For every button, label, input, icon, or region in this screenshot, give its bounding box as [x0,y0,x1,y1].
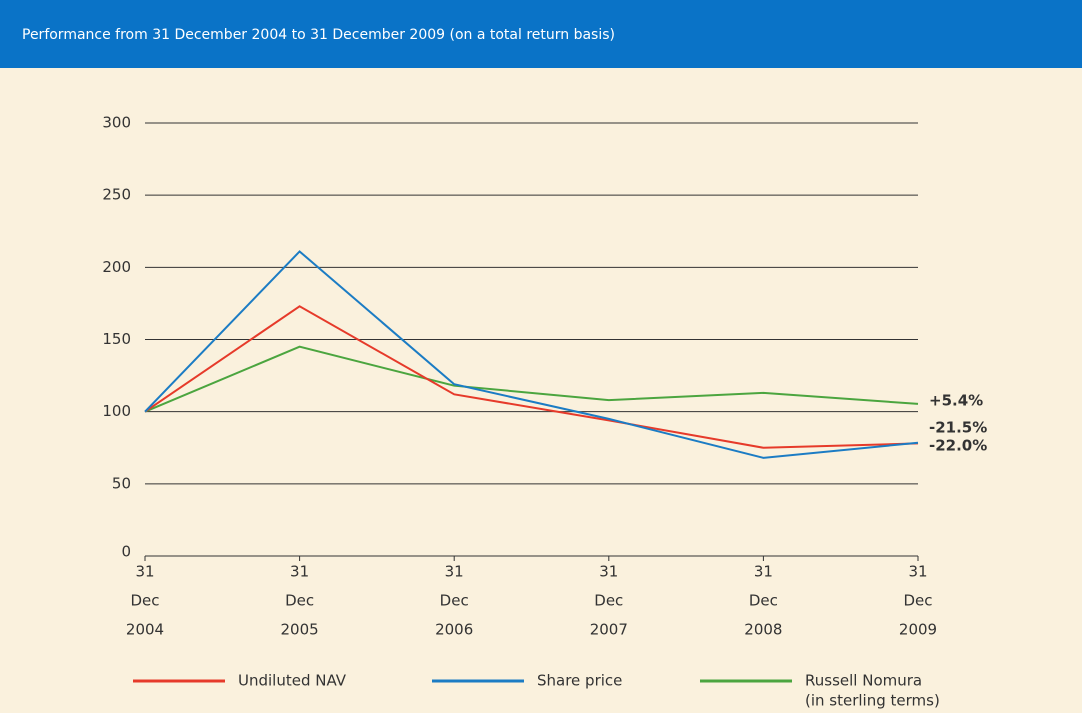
legend-label: Share price [537,672,622,690]
y-tick-label: 200 [102,258,131,276]
x-tick-label: Dec [285,592,314,610]
legend-note: (in sterling terms) [805,692,940,710]
end-label: +5.4% [929,392,983,410]
x-tick-label: 31 [599,563,618,581]
x-tick-label: 31 [445,563,464,581]
x-tick-label: 31 [135,563,154,581]
x-tick-label: 31 [290,563,309,581]
y-tick-label: 50 [112,474,131,492]
end-label: -21.5% [929,419,987,437]
y-tick-label: 300 [102,114,131,132]
x-tick-label: Dec [440,592,469,610]
legend-label: Undiluted NAV [238,672,347,690]
x-tick-label: Dec [594,592,623,610]
y-tick-label: 0 [121,543,131,561]
x-tick-label: 2007 [590,621,628,639]
legend-label: Russell Nomura [805,672,922,690]
end-label: -22.0% [929,437,987,455]
y-tick-label: 150 [102,330,131,348]
x-tick-label: 2009 [899,621,937,639]
x-tick-label: Dec [130,592,159,610]
y-tick-label: 100 [102,402,131,420]
header-bar [0,0,1082,68]
x-tick-label: 2004 [126,621,164,639]
series-line [144,305,919,449]
x-tick-label: 2008 [744,621,782,639]
chart-title: Performance from 31 December 2004 to 31 … [22,27,615,43]
x-tick-label: 31 [908,563,927,581]
x-tick-label: 2005 [281,621,319,639]
x-tick-label: 2006 [435,621,473,639]
x-tick-label: Dec [903,592,932,610]
series-line [144,250,919,459]
x-tick-label: 31 [754,563,773,581]
series-line [144,345,919,413]
y-tick-label: 250 [102,186,131,204]
x-tick-label: Dec [749,592,778,610]
